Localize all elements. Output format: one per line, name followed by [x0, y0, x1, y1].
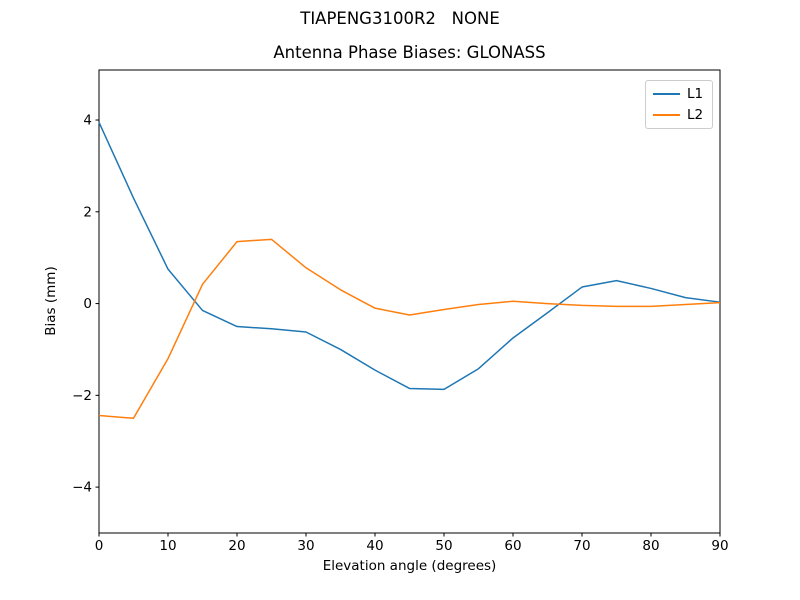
x-tick-label: 30 [297, 538, 314, 554]
axes-spines [98, 69, 721, 534]
legend-item-l2: L2 [653, 107, 703, 123]
plot-line-l2 [98, 238, 721, 420]
x-tick-label: 80 [642, 538, 659, 554]
y-tick-label: −2 [72, 388, 92, 404]
legend-label-l2: L2 [687, 107, 704, 123]
x-tick-label: 60 [504, 538, 521, 554]
x-tick-label: 0 [95, 538, 104, 554]
legend-line-sample-l1 [653, 93, 680, 95]
legend-item-l1: L1 [653, 86, 703, 102]
legend-line-sample-l2 [653, 114, 680, 116]
legend-label-l1: L1 [687, 86, 704, 102]
x-tick-label: 20 [228, 538, 245, 554]
legend: L1 L2 [645, 80, 714, 129]
x-tick-label: 90 [711, 538, 728, 554]
y-tick-label: 0 [83, 296, 92, 312]
y-tick-label: 4 [83, 113, 92, 129]
y-axis-label: Bias (mm) [43, 266, 59, 336]
x-tick-label: 50 [435, 538, 452, 554]
y-tick-label: −4 [72, 480, 92, 496]
y-tick-label: 2 [83, 204, 92, 220]
x-axis-label: Elevation angle (degrees) [322, 558, 497, 574]
figure-suptitle: TIAPENG3100R2 NONE [300, 9, 500, 28]
axes-title: Antenna Phase Biases: GLONASS [273, 43, 546, 62]
plot-line-l1 [98, 122, 721, 391]
x-tick-label: 10 [159, 538, 176, 554]
x-tick-label: 70 [573, 538, 590, 554]
x-tick-label: 40 [366, 538, 383, 554]
